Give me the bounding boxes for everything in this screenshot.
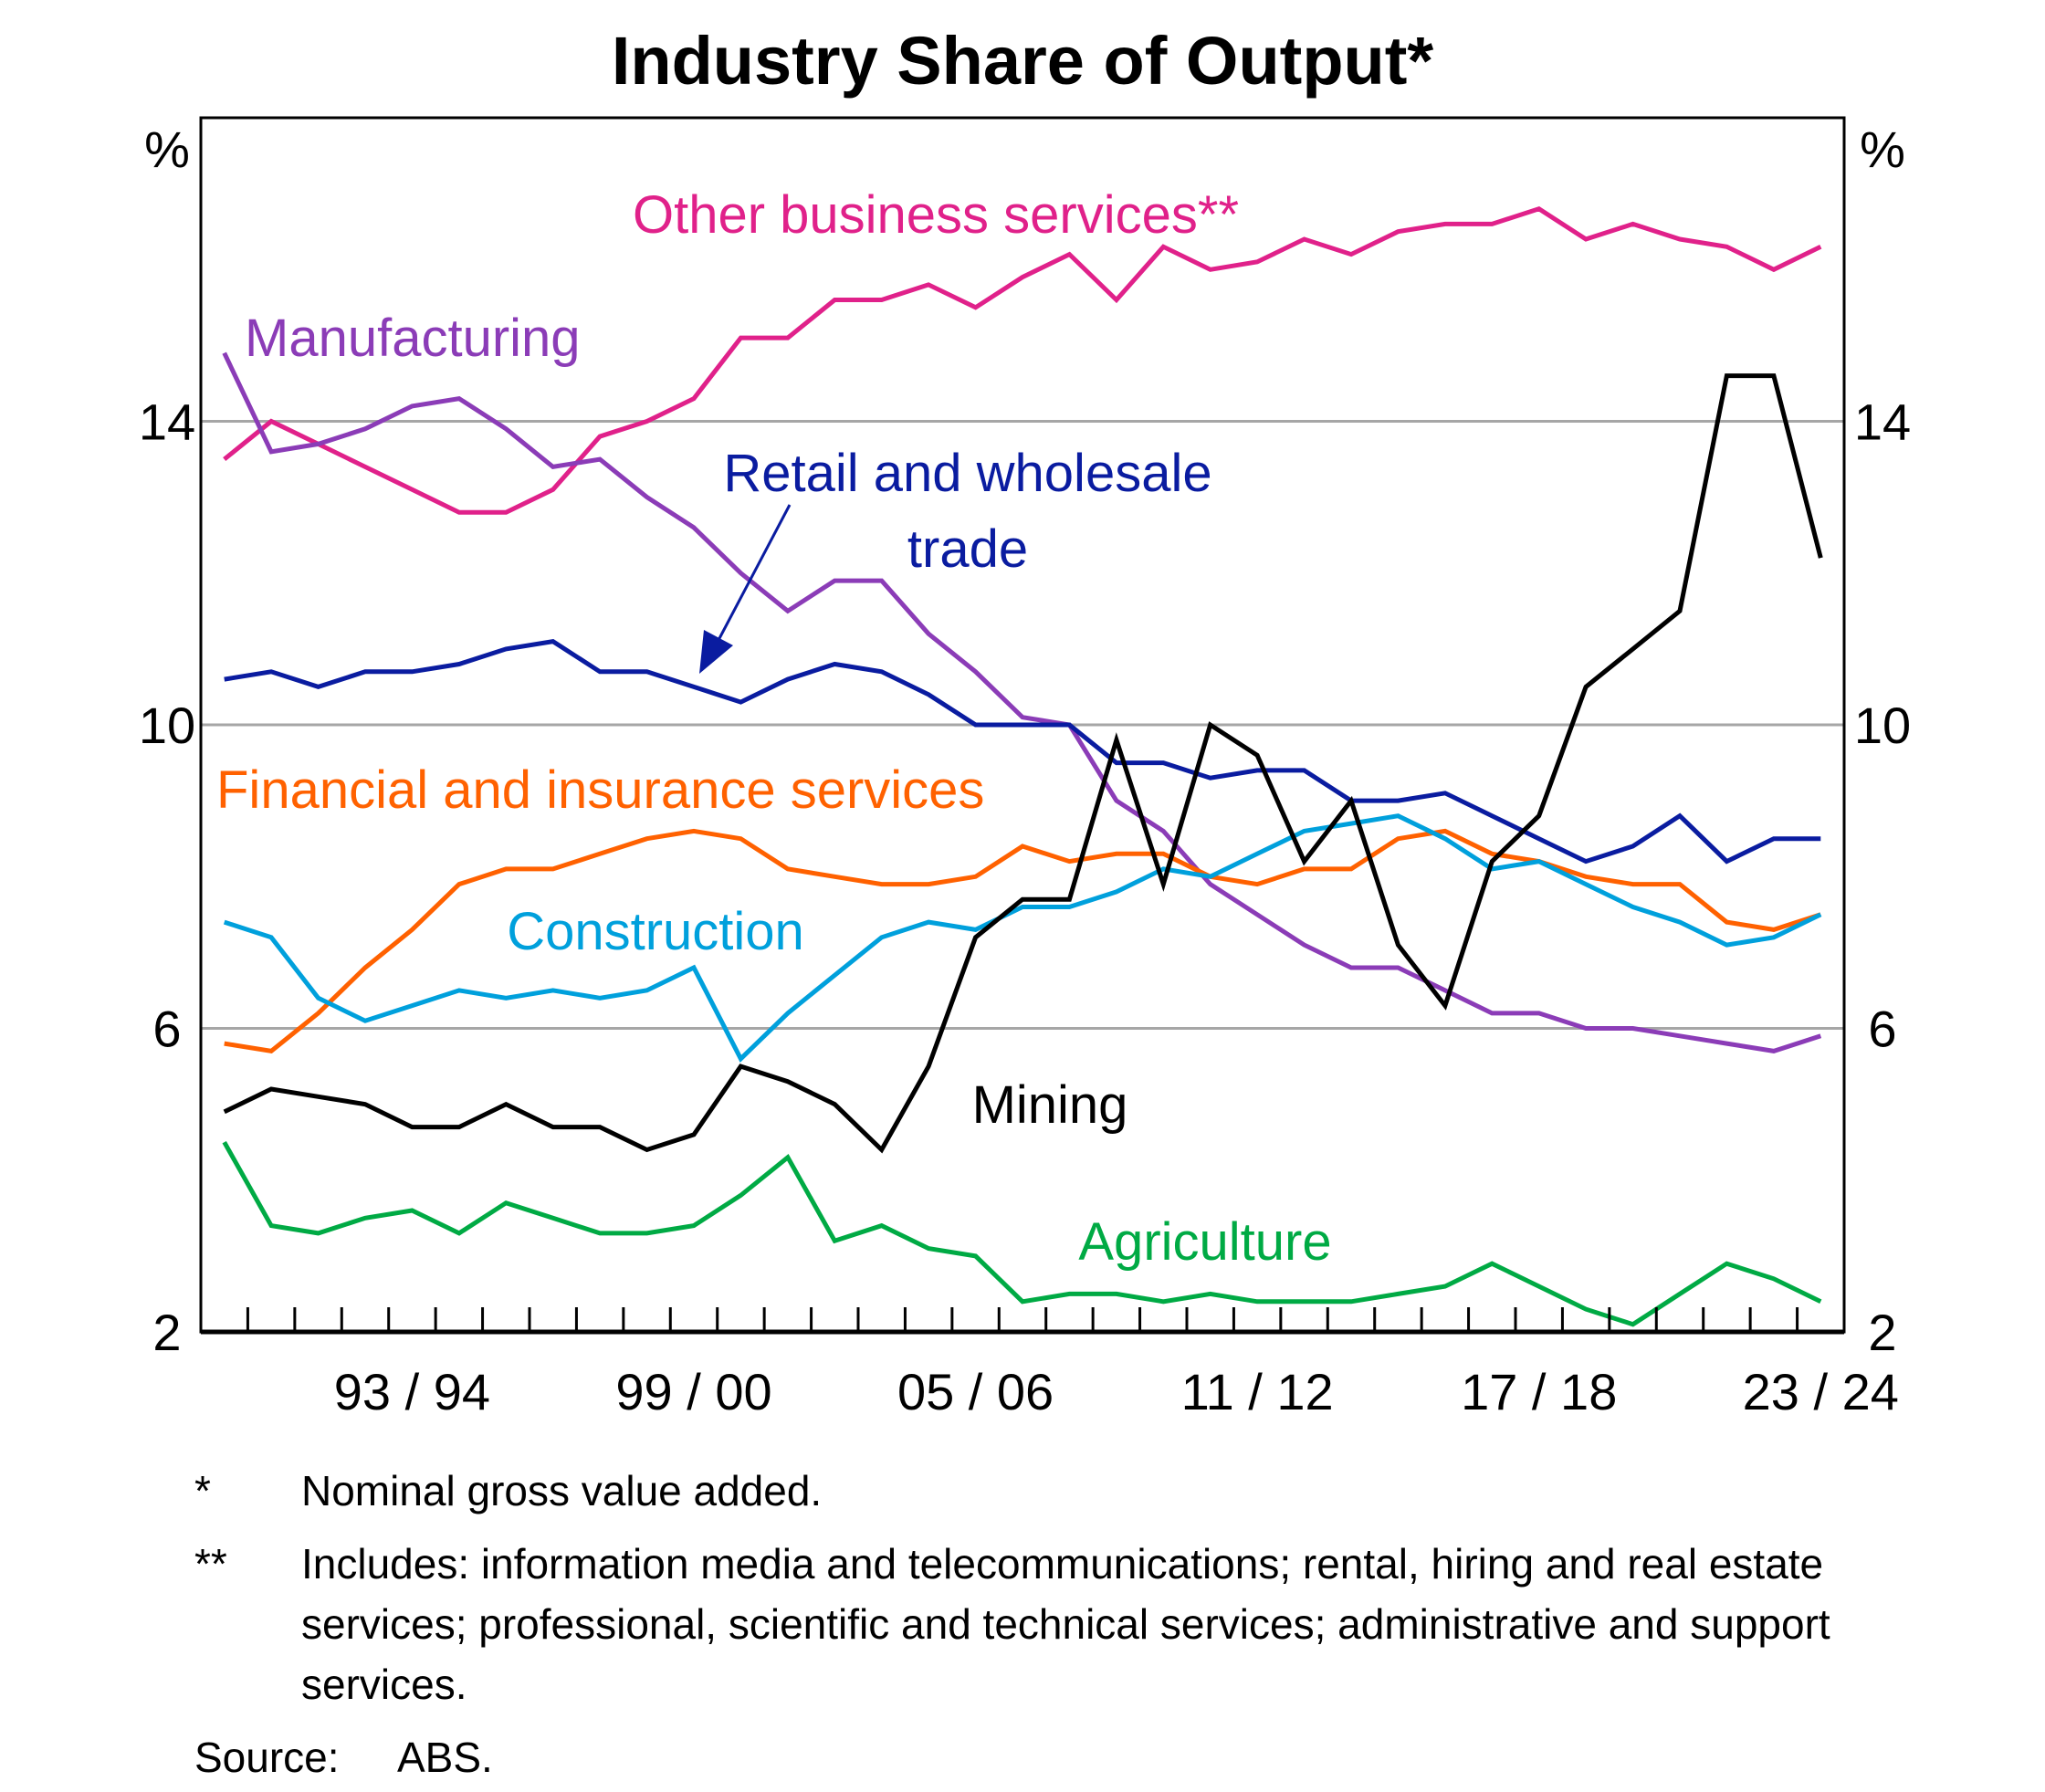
label-arrow-line [715,504,792,644]
series-label: Other business services** [633,185,1239,245]
series-line-retail-and-wholesale-trade [224,638,1821,865]
x-tick-labels: 93 / 94 99 / 00 05 / 06 11 / 12 17 / 18 23 / … [334,1363,1899,1420]
series-line-financial-and-insurance-services [224,828,1822,1054]
y-axis-unit-right: % [1860,121,1905,178]
series-labels: Other business services** Manufacturing Re… [216,185,1332,1272]
source-label: Source: [194,1734,340,1781]
footnote-1: * Nominal gross value added. [194,1461,1929,1521]
y-tick-label-left: 6 [152,1001,181,1058]
series-label: Mining [972,1075,1128,1135]
chart-title: Industry Share of Output* [612,23,1434,99]
series-label: Retail and wholesale [723,444,1211,503]
series-line-mining [223,373,1823,1154]
footnotes: * Nominal gross value added. ** Includes… [194,1461,1929,1787]
plot-frame [199,116,1846,1335]
series-line-other-business-services [223,206,1822,515]
y-tick-labels: 2 2 6 6 10 10 14 14 [139,393,1911,1362]
series-label: Manufacturing [245,309,581,368]
x-tick-label: 17 / 18 [1461,1363,1617,1420]
series-line-manufacturing [222,351,1822,1053]
y-tick-label-left: 2 [152,1304,181,1361]
x-tick-label: 93 / 94 [334,1363,490,1420]
y-tick-label-left: 10 [139,697,195,754]
footnote-text: Includes: information media and telecomm… [301,1540,1830,1708]
series-line-construction [223,813,1822,1063]
y-tick-label-right: 2 [1868,1304,1896,1361]
chart: Industry Share of Output* 2 2 6 6 10 10 14 14 9… [139,23,1911,1420]
series-line-agriculture [222,1140,1822,1327]
x-ticks [246,1307,1799,1332]
label-arrow-head [699,630,733,674]
y-tick-label-left: 14 [139,393,195,451]
source-text: ABS. [397,1734,493,1781]
footnote-mark: * [194,1467,211,1514]
x-tick-label: 23 / 24 [1743,1363,1899,1420]
source-line: Source: ABS. [194,1727,1929,1787]
y-axis-unit-left: % [144,121,190,178]
footnote-mark: ** [194,1540,227,1588]
x-tick-label: 11 / 12 [1181,1363,1334,1420]
series-label: Construction [507,902,804,961]
series-label: Agriculture [1078,1212,1331,1272]
footnote-text: Nominal gross value added. [301,1467,823,1514]
series-label: Financial and insurance services [216,760,984,820]
series-lines [222,206,1823,1327]
x-tick-label: 99 / 00 [615,1363,771,1420]
x-tick-label: 05 / 06 [897,1363,1054,1420]
footnote-2: ** Includes: information media and telec… [194,1534,1929,1714]
series-label: trade [907,519,1028,579]
y-tick-label-right: 10 [1854,697,1911,754]
y-tick-label-right: 6 [1868,1001,1896,1058]
y-tick-label-right: 14 [1854,393,1911,451]
